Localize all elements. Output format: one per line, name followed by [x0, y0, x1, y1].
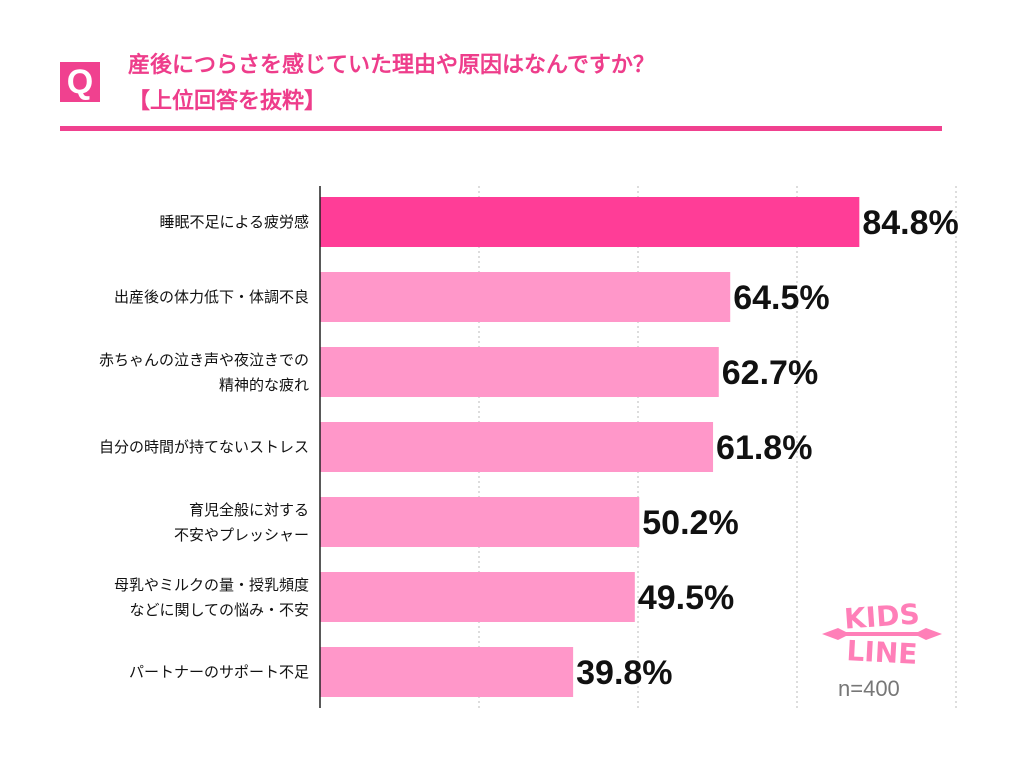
logo-text-line: LINE: [846, 634, 918, 666]
bar-6: [320, 572, 635, 622]
title-line-1: 産後につらさを感じていた理由や原因はなんですか？: [128, 53, 655, 78]
category-label-5-line-1: 育児全般に対する: [189, 501, 309, 519]
category-label-6-line-1: 母乳やミルクの量・授乳頻度: [114, 576, 309, 594]
bar-5: [320, 497, 640, 547]
value-label-2: 64.5%: [733, 279, 829, 317]
category-label-3-line-2: 精神的な疲れ: [219, 376, 309, 394]
category-label-1: 睡眠不足による疲労感: [159, 213, 309, 231]
title-line-2: 【上位回答を抜粋】: [128, 89, 327, 114]
value-label-1: 84.8%: [862, 204, 958, 242]
category-label-2: 出産後の体力低下・体調不良: [114, 288, 309, 306]
title-underline: [60, 126, 942, 131]
bar-7: [320, 647, 574, 697]
bar-2: [320, 272, 731, 322]
value-label-5: 50.2%: [642, 504, 738, 542]
value-label-3: 62.7%: [722, 354, 818, 392]
logo-ribbon: [822, 628, 942, 640]
category-label-4: 自分の時間が持てないストレス: [99, 438, 309, 456]
bar-3: [320, 347, 719, 397]
bars: [320, 197, 860, 697]
sample-size: n=400: [838, 676, 900, 701]
logo-text-kids: KIDS: [843, 597, 921, 635]
bar-1: [320, 197, 860, 247]
category-label-7: パートナーのサポート不足: [129, 663, 309, 681]
value-label-6: 49.5%: [638, 579, 734, 617]
category-label-3-line-1: 赤ちゃんの泣き声や夜泣きでの: [99, 351, 309, 369]
labels: 84.8% 睡眠不足による疲労感 64.5% 出産後の体力低下・体調不良 62.7% 赤ち…: [99, 204, 959, 692]
q-mark-icon: Q: [60, 62, 100, 102]
bar-4: [320, 422, 714, 472]
page-title: 産後につらさを感じていた理由や原因はなんですか？ 【上位回答を抜粋】: [128, 48, 655, 120]
category-label-6-line-2: などに関しての悩み・不安: [129, 601, 309, 619]
category-label-5-line-2: 不安やプレッシャー: [174, 526, 309, 544]
value-label-4: 61.8%: [716, 429, 812, 467]
value-label-7: 39.8%: [576, 654, 672, 692]
kidsline-logo: KIDS LINE: [822, 597, 942, 666]
